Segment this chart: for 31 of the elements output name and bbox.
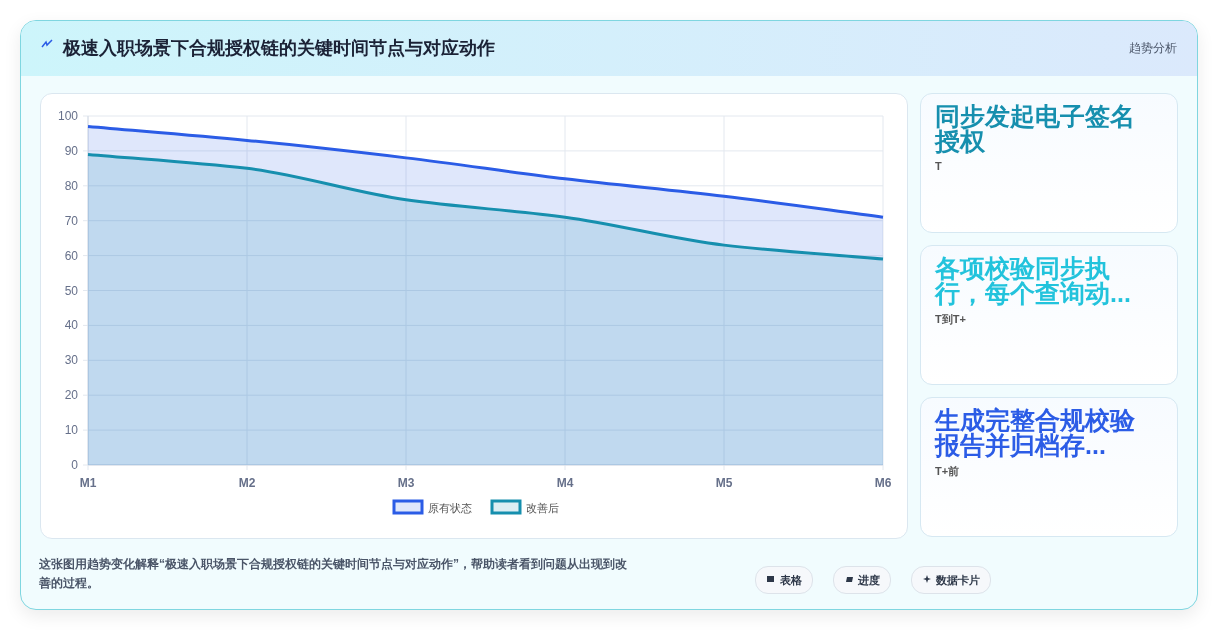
x-tick-label: M5 [715, 476, 733, 490]
text: T+前 [935, 464, 961, 479]
text: 表格 [780, 574, 802, 586]
y-tick-label: 50 [64, 283, 79, 298]
text: 这张图用趋势变化解释“极速入职场景下合规授权链的关键时间节点与对应动作”，帮助读者看到问题从出现到改善的过程。 [39, 556, 627, 592]
y-tick-label: 40 [64, 318, 79, 333]
legend-label: 改善后 [526, 502, 559, 514]
x-tick-label: M4 [556, 476, 574, 490]
y-tick-label: 0 [71, 458, 79, 472]
legend-label: 原有状态 [428, 502, 472, 514]
y-tick-label: 20 [64, 388, 79, 403]
text: T到T+ [935, 312, 967, 327]
chart-title: 极速入职场景下合规授权链的关键时间节点与对应动作 [63, 37, 495, 60]
text: 进度 [858, 574, 880, 586]
y-tick-label: 70 [64, 213, 79, 228]
text: 数据卡片 [936, 574, 980, 586]
text: 趋势分析 [1129, 40, 1177, 57]
x-tick-label: M1 [79, 476, 97, 490]
y-tick-label: 30 [64, 353, 79, 368]
y-tick-label: 80 [64, 178, 79, 193]
text: 生成完整合规校验报告并归档存... [935, 406, 1136, 459]
text: 各项校验同步执行，每个查询动... [935, 254, 1132, 307]
y-tick-label: 10 [64, 423, 79, 438]
x-tick-label: M6 [874, 476, 892, 490]
y-tick-label: 90 [64, 143, 79, 158]
x-tick-label: M3 [397, 476, 415, 490]
text: 同步发起电子签名授权 [935, 102, 1136, 155]
y-tick-label: 60 [64, 248, 79, 263]
x-tick-label: M2 [238, 476, 256, 490]
text: T [935, 160, 943, 172]
y-tick-label: 100 [57, 109, 79, 123]
